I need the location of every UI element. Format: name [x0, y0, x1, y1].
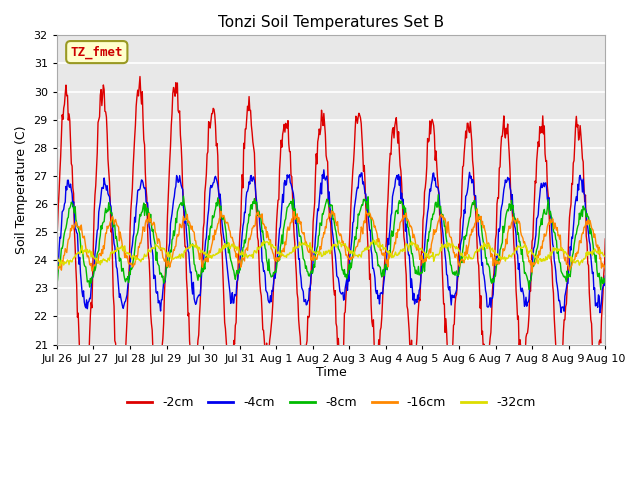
-2cm [63, 93, 70, 99]
-2cm [415, 295, 423, 301]
Line: -4cm: -4cm [57, 170, 605, 312]
-32cm [53, 252, 61, 257]
-8cm [602, 278, 609, 284]
-8cm [414, 271, 422, 277]
-16cm [53, 263, 61, 268]
-2cm [602, 236, 609, 242]
-32cm [602, 253, 609, 259]
Line: -32cm: -32cm [57, 240, 605, 266]
-32cm [399, 246, 407, 252]
-16cm [528, 269, 536, 275]
Line: -16cm: -16cm [57, 209, 605, 272]
-16cm [602, 266, 609, 272]
-8cm [435, 192, 442, 198]
-4cm [175, 179, 183, 185]
-4cm [120, 305, 127, 311]
-32cm [56, 263, 64, 269]
Line: -8cm: -8cm [57, 195, 605, 289]
Y-axis label: Soil Temperature (C): Soil Temperature (C) [15, 126, 28, 254]
-8cm [398, 199, 406, 204]
-32cm [205, 255, 212, 261]
-2cm [136, 73, 144, 79]
-2cm [120, 370, 127, 376]
-32cm [176, 252, 184, 257]
-8cm [204, 243, 212, 249]
-8cm [175, 204, 183, 210]
-16cm [175, 232, 183, 238]
-8cm [120, 265, 127, 271]
-4cm [415, 296, 422, 302]
Legend: -2cm, -4cm, -8cm, -16cm, -32cm: -2cm, -4cm, -8cm, -16cm, -32cm [122, 391, 540, 414]
-32cm [372, 237, 380, 242]
-16cm [63, 250, 70, 255]
-8cm [597, 287, 605, 292]
-2cm [205, 120, 213, 126]
-4cm [204, 213, 212, 219]
-16cm [120, 244, 127, 250]
-4cm [320, 167, 328, 173]
-32cm [415, 245, 423, 251]
-16cm [414, 242, 422, 248]
-8cm [63, 221, 70, 227]
-2cm [154, 408, 162, 414]
-4cm [399, 198, 406, 204]
-2cm [399, 219, 407, 225]
-4cm [602, 273, 609, 279]
-2cm [177, 132, 184, 138]
-16cm [474, 206, 481, 212]
-2cm [53, 239, 61, 245]
Line: -2cm: -2cm [57, 76, 605, 411]
Title: Tonzi Soil Temperatures Set B: Tonzi Soil Temperatures Set B [218, 15, 444, 30]
-16cm [398, 218, 406, 224]
X-axis label: Time: Time [316, 366, 346, 379]
-8cm [53, 283, 61, 289]
-32cm [63, 257, 71, 263]
-4cm [63, 187, 70, 193]
-4cm [596, 310, 604, 315]
-16cm [204, 259, 212, 265]
-4cm [53, 277, 61, 283]
-32cm [120, 244, 128, 250]
Text: TZ_fmet: TZ_fmet [70, 46, 123, 59]
